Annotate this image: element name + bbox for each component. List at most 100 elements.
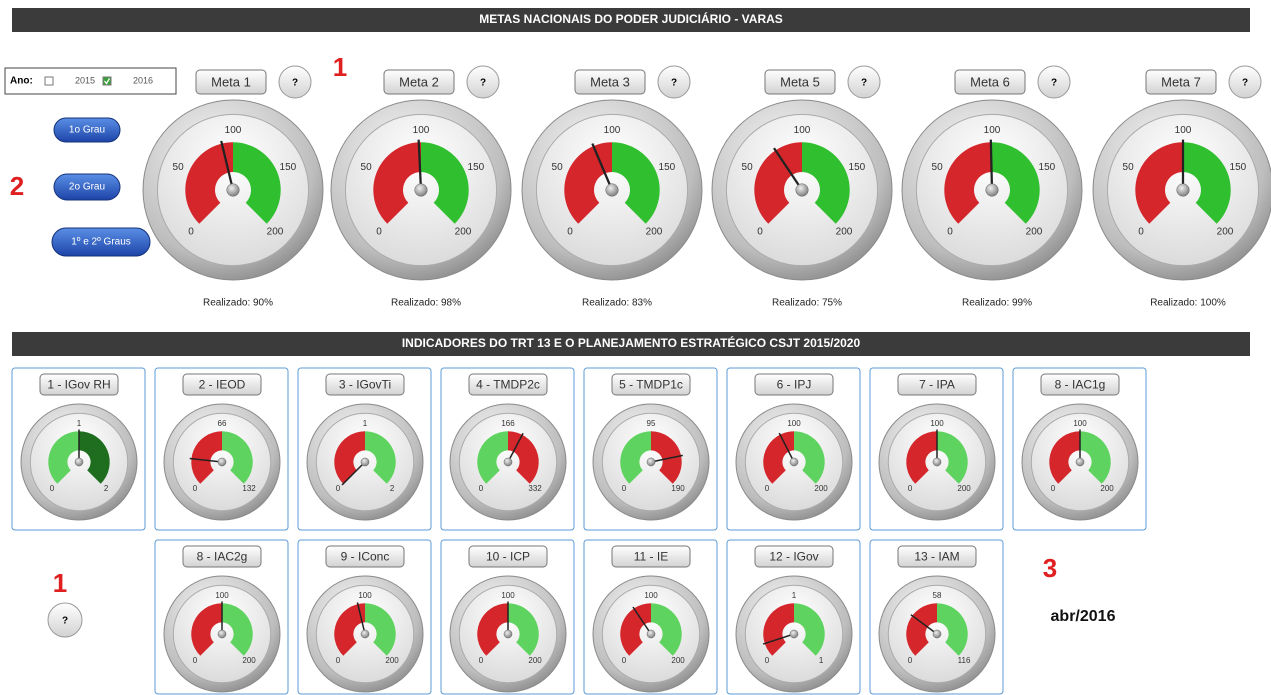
help-button-label[interactable]: ? [1051,78,1057,89]
gauge-label: 8 - IAC2g [197,550,248,564]
header-title: METAS NACIONAIS DO PODER JUDICIÁRIO - VA… [479,11,783,26]
gauge-hub [503,457,513,467]
grade-button[interactable] [51,227,151,257]
gauge-needle [650,454,683,463]
gauge-tick-label: 0 [193,656,198,665]
gauge-label-box [897,373,977,396]
gauge-label: 9 - IConc [341,550,390,564]
gauge-tick-label: 166 [501,419,515,428]
gauge-band [802,142,850,224]
gauge-band [620,431,651,484]
gauge-band [1080,431,1111,484]
help-button[interactable] [657,65,691,99]
gauge-tick-label: 1 [77,419,82,428]
gauge-label-box [954,69,1026,95]
gauge-band [222,431,253,484]
gauge-hub [789,457,799,467]
help-button-label[interactable]: ? [1242,78,1248,89]
gauge-band [794,431,825,484]
gauge-band [906,431,937,484]
gauge-tick-label: 0 [1051,484,1056,493]
gauge-label-box [754,373,834,396]
gauge-band [477,603,508,656]
gauge-tick-label: 0 [622,484,627,493]
gauge-tick-label: 200 [385,656,399,665]
year-option[interactable]: 2016 [133,75,153,85]
gauge-band [233,142,281,224]
gauge-tick-label: 100 [644,591,658,600]
gauge-tick-label: 150 [1039,162,1056,173]
grade-button-label[interactable]: 1º e 2º Graus [71,237,131,248]
grade-button-label[interactable]: 2o Grau [69,182,105,193]
gauge-band [421,142,469,224]
gauge-band [944,142,992,224]
gauge-hub [646,629,656,639]
help-button[interactable] [466,65,500,99]
year-option[interactable]: 2015 [75,75,95,85]
gauge-tick-label: 0 [479,656,484,665]
gauge-band [651,603,682,656]
help-button-label[interactable]: ? [671,78,677,89]
gauge-tick-label: 0 [1138,227,1144,238]
gauge-tick-label: 200 [242,656,256,665]
gauge-band [992,142,1040,224]
help-button-label[interactable]: ? [861,78,867,89]
gauge-label-box [897,545,977,568]
gauge-tick-label: 200 [1026,227,1043,238]
gauge-tick-label: 0 [908,656,913,665]
gauge-tick-label: 150 [1230,162,1247,173]
gauge-band [334,603,365,656]
gauge-band [477,431,508,484]
gauge-label-box [764,69,836,95]
gauge-tick-label: 1 [792,591,797,600]
help-button[interactable] [1037,65,1071,99]
gauge-label: 11 - IE [634,550,668,564]
gauge-label: Meta 1 [211,74,251,89]
gauge-band [508,603,539,656]
gauge-label: 3 - IGovTi [339,378,391,392]
help-button-label[interactable]: ? [292,78,298,89]
gauge-tick-label: 0 [50,484,55,493]
gauge-tick-label: 200 [528,656,542,665]
grade-button[interactable] [53,173,121,201]
gauge-tick-label: 1 [363,419,368,428]
gauge-band [794,603,825,656]
gauge-tick-label: 1 [819,656,824,665]
gauge-tick-label: 0 [336,656,341,665]
realized-label: Realizado: 83% [582,298,652,309]
grade-button-label[interactable]: 1o Grau [69,125,105,136]
gauge-band [373,142,421,224]
gauge-tick-label: 100 [794,125,811,136]
header-bar [12,8,1250,32]
gauge-band [651,431,682,484]
gauge-tick-label: 100 [1073,419,1087,428]
gauge-label: 10 - ICP [486,550,530,564]
gauge-label-box [611,545,691,568]
checkbox[interactable] [102,76,112,86]
gauge-tick-label: 200 [267,227,284,238]
help-button[interactable] [1228,65,1262,99]
gauge-band [508,431,539,484]
gauge-tick-label: 0 [567,227,573,238]
gauge-label: 13 - IAM [914,550,959,564]
gauge-tick-label: 132 [242,484,256,493]
grade-button[interactable] [53,117,121,143]
checkmark [103,78,111,85]
gauge-label-box [1145,69,1217,95]
gauge-hub [932,629,942,639]
help-button[interactable] [278,65,312,99]
checkbox[interactable] [44,76,54,86]
gauge-tick-label: 50 [361,162,373,173]
gauge-tick-label: 100 [787,419,801,428]
gauge-band [612,142,660,224]
help-button-label[interactable]: ? [62,616,68,627]
help-button[interactable] [847,65,881,99]
help-button[interactable] [47,602,83,638]
gauge-label-box [325,373,405,396]
help-button-label[interactable]: ? [480,78,486,89]
realized-label: Realizado: 100% [1150,298,1226,309]
gauge-needle [591,143,614,191]
gauge-tick-label: 150 [468,162,485,173]
